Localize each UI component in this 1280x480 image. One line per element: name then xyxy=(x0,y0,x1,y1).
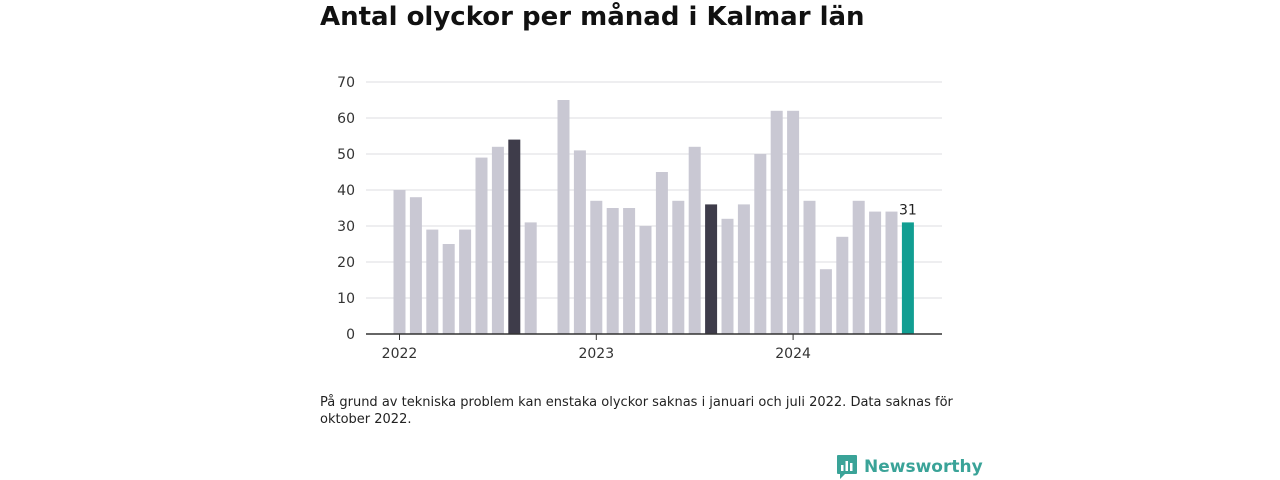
bar xyxy=(770,110,783,334)
bar xyxy=(459,229,472,334)
newsworthy-logo[interactable]: Newsworthy xyxy=(836,454,983,480)
bar xyxy=(655,172,668,334)
bar xyxy=(606,208,619,334)
bar xyxy=(688,146,701,334)
data-label: 31 xyxy=(899,202,917,218)
x-tick-label: 2022 xyxy=(382,346,418,362)
bar xyxy=(901,222,914,334)
bar xyxy=(885,211,898,334)
x-tick-label: 2024 xyxy=(775,346,811,362)
footnote: På grund av tekniska problem kan enstaka… xyxy=(320,395,953,427)
chart-title: Antal olyckor per månad i Kalmar län xyxy=(320,2,865,32)
y-tick-label: 30 xyxy=(337,219,355,235)
bar xyxy=(475,157,488,334)
bar xyxy=(754,154,767,334)
bar xyxy=(737,204,750,334)
y-tick-label: 70 xyxy=(337,75,355,91)
bar xyxy=(590,200,603,334)
bar xyxy=(869,211,882,334)
bar xyxy=(721,218,734,334)
bar xyxy=(705,204,718,334)
bar xyxy=(819,269,832,334)
bar xyxy=(426,229,439,334)
bar xyxy=(672,200,685,334)
bar xyxy=(409,197,422,334)
bar xyxy=(787,110,800,334)
bar xyxy=(557,100,570,334)
y-tick-label: 10 xyxy=(337,291,355,307)
bar-chart: 0 10 20 30 40 50 60 70 31 2022 2023 2024 xyxy=(337,75,942,362)
bar xyxy=(524,222,537,334)
newsworthy-chart-icon xyxy=(837,455,857,479)
bar xyxy=(836,236,849,334)
bar xyxy=(508,139,521,334)
bar xyxy=(852,200,865,334)
bar xyxy=(573,150,586,334)
y-tick-label: 20 xyxy=(337,255,355,271)
bar xyxy=(623,208,636,334)
brand-name: Newsworthy xyxy=(864,457,983,477)
x-tick-label: 2023 xyxy=(578,346,614,362)
bar xyxy=(803,200,816,334)
y-tick-label: 40 xyxy=(337,183,355,199)
bar xyxy=(639,226,652,334)
bar xyxy=(442,244,455,334)
y-tick-label: 0 xyxy=(346,327,355,343)
bar xyxy=(491,146,504,334)
y-tick-label: 50 xyxy=(337,147,355,163)
y-tick-label: 60 xyxy=(337,111,355,127)
bar xyxy=(393,190,406,334)
